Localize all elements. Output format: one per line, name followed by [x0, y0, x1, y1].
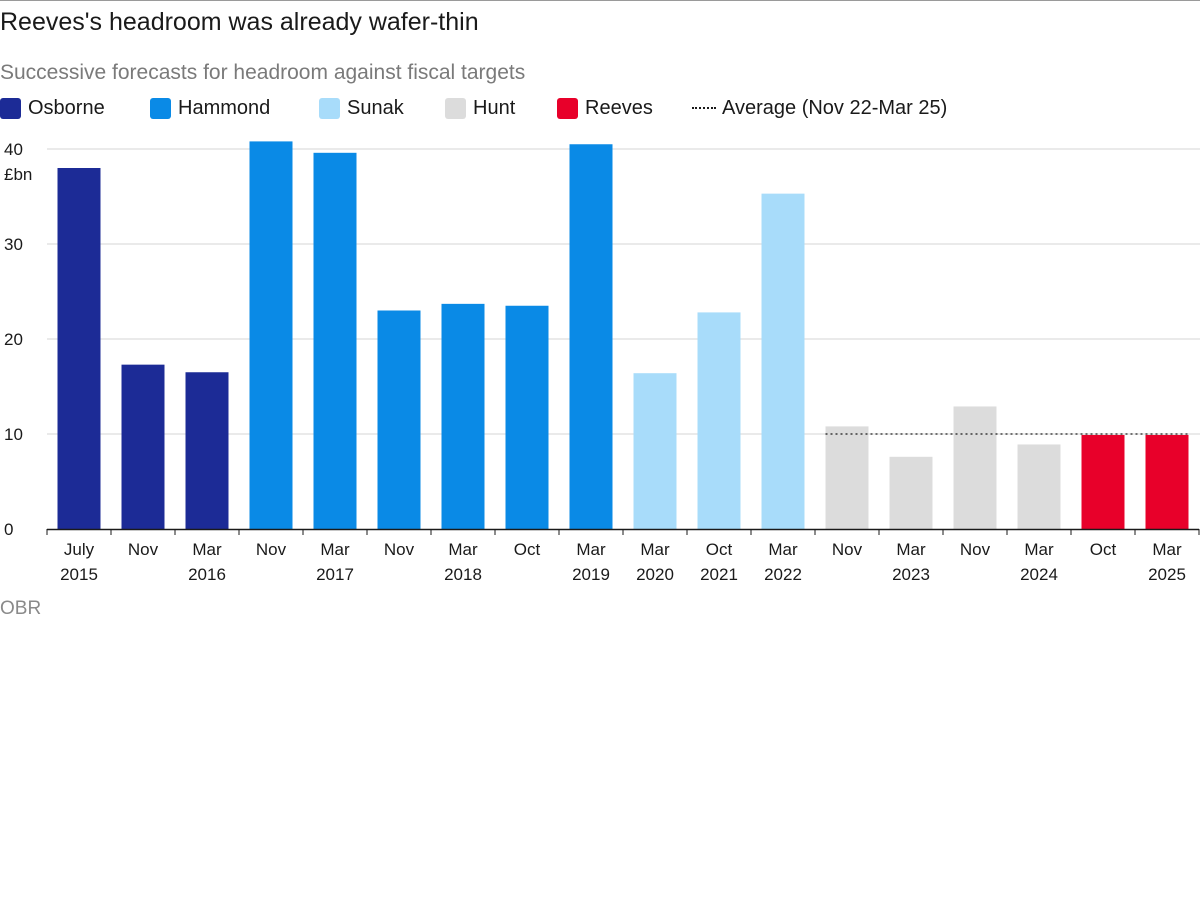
legend-label-reeves: Reeves: [585, 96, 653, 119]
legend-swatch-sunak: [319, 97, 340, 119]
bar-14: [953, 406, 997, 529]
bar-11: [761, 193, 805, 529]
bar-2: [185, 372, 229, 529]
x-tick-label-3: Nov: [256, 540, 287, 559]
y-tick-label-10: 10: [4, 425, 23, 444]
x-tick-year-13: 2023: [892, 565, 930, 584]
x-tick-year-6: 2018: [444, 565, 482, 584]
source-note: OBR: [0, 598, 42, 619]
bar-8: [569, 144, 613, 529]
x-tick-label-17: Mar: [1152, 540, 1182, 559]
legend-label-hunt: Hunt: [473, 96, 516, 119]
bar-5: [377, 310, 421, 529]
legend-label-hammond: Hammond: [178, 96, 271, 119]
y-tick-label-20: 20: [4, 330, 23, 349]
x-tick-label-16: Oct: [1090, 540, 1117, 559]
y-tick-label-40: 40: [4, 140, 23, 159]
x-tick-year-2: 2016: [188, 565, 226, 584]
legend-swatch-hammond: [150, 97, 171, 119]
x-tick-label-9: Mar: [640, 540, 670, 559]
bars: [57, 141, 1189, 530]
x-tick-year-0: 2015: [60, 565, 98, 584]
x-tick-year-10: 2021: [700, 565, 738, 584]
legend-item-osborne: Osborne: [0, 95, 105, 121]
x-tick-label-14: Nov: [960, 540, 991, 559]
x-tick-label-7: Oct: [514, 540, 541, 559]
y-unit-label: £bn: [4, 165, 32, 184]
legend-label-osborne: Osborne: [28, 96, 105, 119]
x-tick-year-9: 2020: [636, 565, 674, 584]
legend-swatch-reeves: [557, 97, 578, 119]
chart-title: Reeves's headroom was already wafer-thin: [0, 8, 479, 36]
x-tick-label-10: Oct: [706, 540, 733, 559]
bar-10: [697, 312, 741, 529]
legend-swatch-osborne: [0, 97, 21, 119]
bar-6: [441, 303, 485, 529]
x-tick-label-15: Mar: [1024, 540, 1054, 559]
legend-item-sunak: Sunak: [319, 95, 404, 121]
legend-label-average: Average (Nov 22-Mar 25): [722, 96, 948, 119]
bar-13: [889, 456, 933, 529]
bar-15: [1017, 444, 1061, 529]
bar-16: [1081, 434, 1125, 529]
legend-item-reeves: Reeves: [557, 95, 653, 121]
x-tick-year-17: 2025: [1148, 565, 1186, 584]
bar-7: [505, 305, 549, 529]
legend-item-average: Average (Nov 22-Mar 25): [692, 95, 947, 121]
x-tick-year-8: 2019: [572, 565, 610, 584]
gridlines: [47, 148, 1200, 435]
x-tick-year-15: 2024: [1020, 565, 1058, 584]
axes: 0 10 20 30 40 £bn July 2015 Nov Mar 2016 Nov Mar 2017…: [4, 140, 1200, 584]
y-tick-label-30: 30: [4, 235, 23, 254]
x-tick-label-1: Nov: [128, 540, 159, 559]
bar-4: [313, 152, 357, 530]
bar-17: [1145, 434, 1189, 529]
x-tick-year-4: 2017: [316, 565, 354, 584]
x-tick-label-11: Mar: [768, 540, 798, 559]
bar-1: [121, 364, 165, 529]
legend-item-hammond: Hammond: [150, 95, 270, 121]
x-tick-label-8: Mar: [576, 540, 606, 559]
legend-item-hunt: Hunt: [445, 95, 515, 121]
bar-3: [249, 141, 293, 529]
x-tick-label-6: Mar: [448, 540, 478, 559]
y-tick-label-0: 0: [4, 520, 13, 539]
x-tick-label-2: Mar: [192, 540, 222, 559]
bar-0: [57, 168, 101, 529]
x-tick-label-12: Nov: [832, 540, 863, 559]
x-tick-year-11: 2022: [764, 565, 802, 584]
x-tick-label-0: July: [64, 540, 95, 559]
legend-swatch-average: [692, 107, 716, 109]
x-tick-label-13: Mar: [896, 540, 926, 559]
bar-9: [633, 373, 677, 529]
x-tick-label-4: Mar: [320, 540, 350, 559]
x-tick-label-5: Nov: [384, 540, 415, 559]
chart-subtitle: Successive forecasts for headroom agains…: [0, 61, 526, 84]
legend-swatch-hunt: [445, 97, 466, 119]
top-rule: [0, 0, 1200, 1]
bar-12: [825, 426, 869, 529]
legend-label-sunak: Sunak: [347, 96, 404, 119]
